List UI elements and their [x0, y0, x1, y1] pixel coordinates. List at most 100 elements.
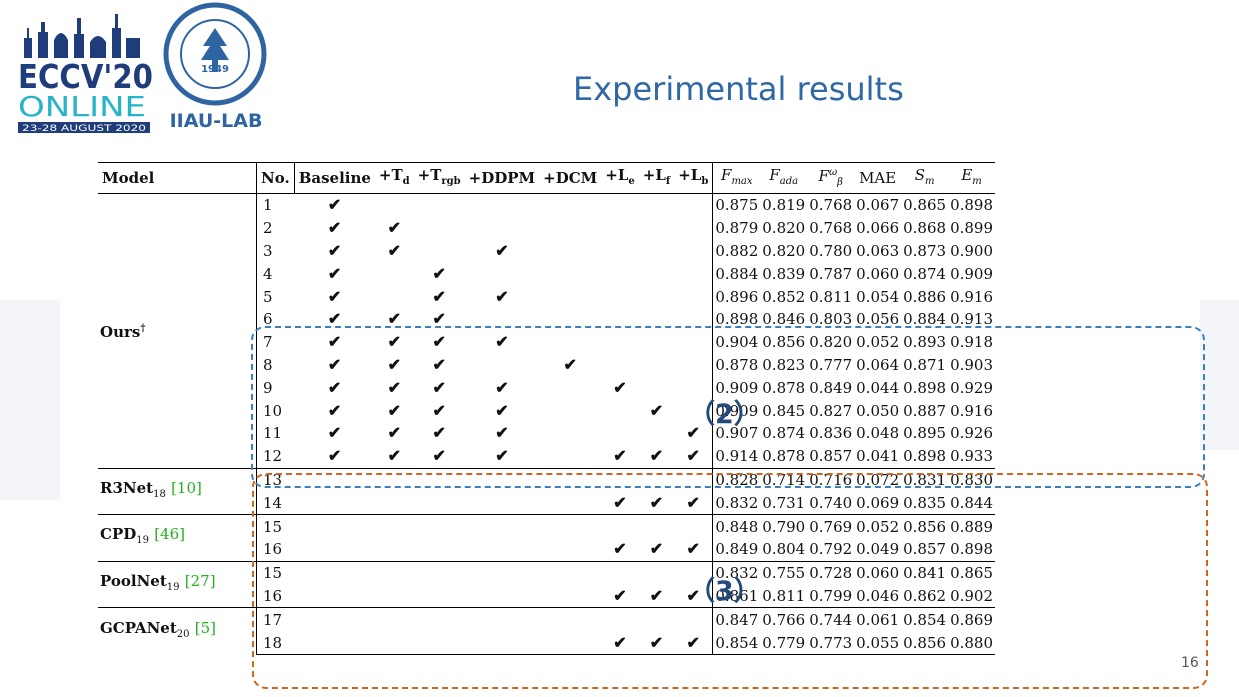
- check-baseline: [294, 514, 375, 538]
- row-number: 15: [256, 514, 295, 538]
- metric-mae: 0.064: [856, 355, 900, 374]
- model-name-gcpanet: GCPANet20 [5]: [98, 607, 257, 655]
- check-trgb: ✔: [432, 332, 446, 352]
- check-baseline: ✔: [327, 309, 342, 329]
- check-lb: [674, 560, 713, 585]
- table-row: 7 ✔ ✔ ✔ ✔ 0.904 0.856 0.820 0.052 0.893 0.918: [98, 330, 995, 354]
- metric-sm: 0.893: [903, 333, 947, 352]
- check-le: ✔: [613, 446, 627, 466]
- row-number: 9: [256, 376, 295, 400]
- row-number: 5: [256, 285, 295, 308]
- header-fada: Fada: [760, 162, 808, 194]
- metric-sm: 0.873: [903, 241, 947, 260]
- table-row: 6 ✔ ✔ ✔ 0.898 0.846 0.803 0.056 0.884 0.913: [98, 307, 995, 331]
- lab-name: IIAU-LAB: [169, 110, 263, 132]
- table-row: 5 ✔ ✔ ✔ 0.896 0.852 0.811 0.054 0.886 0.916: [98, 285, 995, 308]
- check-ddpm: [465, 217, 539, 240]
- check-td: ✔: [387, 446, 401, 466]
- check-lb: [674, 607, 713, 632]
- check-trgb: ✔: [432, 286, 446, 306]
- svg-text:ONLINE: ONLINE: [18, 90, 146, 123]
- check-baseline: ✔: [327, 377, 342, 397]
- check-lf: [639, 240, 674, 263]
- check-td: ✔: [387, 332, 401, 352]
- metric-fada: 0.856: [762, 333, 806, 352]
- check-td: [374, 560, 414, 585]
- eccv-logo: ECCV'20 ONLINE 23-28 AUGUST 2020: [18, 14, 153, 133]
- header-trgb: +Trgb: [413, 162, 465, 194]
- callout-label-2: （2）: [688, 399, 761, 430]
- callout-label-3: （3）: [688, 576, 761, 607]
- highlight-box-2: [251, 326, 1205, 488]
- check-baseline: [294, 560, 375, 585]
- row-number: 8: [256, 353, 295, 377]
- row-number: 4: [256, 262, 295, 286]
- check-trgb: [413, 607, 465, 632]
- svg-text:23-28 AUGUST 2020: 23-28 AUGUST 2020: [22, 124, 146, 133]
- metric-mae: 0.041: [856, 447, 900, 466]
- header-baseline: Baseline: [293, 162, 375, 194]
- check-trgb: ✔: [432, 263, 446, 283]
- table-row: 12 ✔ ✔ ✔ ✔ ✔ ✔ ✔ 0.914 0.878 0.857 0.041 0.898 0.933: [98, 444, 995, 469]
- check-lf: [639, 262, 674, 285]
- table-row: 4 ✔ ✔ 0.884 0.839 0.787 0.060 0.874 0.909: [98, 262, 995, 286]
- header-lb: +Lb: [674, 162, 713, 194]
- metric-fmax: 0.847: [712, 607, 761, 632]
- svg-text:ECCV'20: ECCV'20: [18, 57, 153, 96]
- metric-fbeta: 0.857: [809, 447, 853, 466]
- check-lf: [639, 285, 674, 308]
- metric-fmax: 0.854: [712, 631, 761, 655]
- check-ddpm: ✔: [495, 423, 509, 443]
- metric-fada: 0.755: [760, 560, 808, 585]
- metric-em: 0.898: [950, 540, 994, 559]
- check-ddpm: [465, 194, 539, 217]
- header-fmax: Fmax: [712, 162, 761, 194]
- check-dcm: [539, 194, 601, 217]
- metric-fada: 0.790: [760, 514, 808, 538]
- check-td: ✔: [387, 218, 401, 238]
- check-baseline: ✔: [327, 332, 342, 352]
- table-row: 3 ✔ ✔ ✔ 0.882 0.820 0.780 0.063 0.873 0.900: [98, 239, 995, 263]
- metric-mae: 0.067: [856, 196, 900, 215]
- model-name-cpd: CPD19 [46]: [98, 514, 257, 562]
- check-dcm: [539, 262, 601, 285]
- results-table: Model No. Baseline +Td +Trgb +DDPM +DCM …: [98, 162, 996, 655]
- metric-sm: 0.884: [903, 310, 947, 329]
- header-mae: MAE: [854, 162, 902, 194]
- check-baseline: ✔: [327, 423, 342, 443]
- metric-fbeta: 0.773: [807, 631, 855, 655]
- check-le: [601, 514, 639, 538]
- metric-mae: 0.060: [856, 264, 900, 283]
- table-row: PoolNet19 [27] 15 0.832 0.755 0.728 0.060 0.84…: [98, 560, 996, 608]
- metric-fbeta: 0.768: [809, 196, 853, 215]
- metric-em: 0.909: [950, 264, 994, 283]
- row-number: 6: [256, 307, 295, 331]
- metric-em: 0.903: [950, 355, 994, 374]
- metric-fada: 0.819: [762, 196, 806, 215]
- page-number: 16: [1181, 655, 1199, 671]
- check-trgb: ✔: [432, 400, 446, 420]
- row-number: 16: [256, 537, 295, 562]
- row-number: 11: [256, 421, 295, 445]
- check-ddpm: ✔: [495, 286, 509, 306]
- metric-fbeta: 0.780: [809, 241, 853, 260]
- table-row: 2 ✔ ✔ 0.879 0.820 0.768 0.066 0.868 0.899: [98, 216, 995, 240]
- check-le: [601, 240, 639, 263]
- check-dcm: [539, 285, 601, 308]
- check-lb: [674, 514, 713, 538]
- check-lf: ✔: [649, 446, 664, 466]
- metric-em: 0.916: [950, 287, 994, 306]
- metric-sm: 0.868: [903, 219, 947, 238]
- table-row: 8 ✔ ✔ ✔ ✔ 0.878 0.823 0.777 0.064 0.871 0.903: [98, 353, 995, 377]
- metric-em: 0.900: [950, 241, 994, 260]
- check-ddpm: [464, 607, 540, 632]
- metric-fbeta: 0.768: [809, 219, 853, 238]
- check-td: ✔: [387, 400, 401, 420]
- metric-mae: 0.069: [856, 493, 900, 512]
- check-le: ✔: [601, 631, 639, 655]
- metric-fbeta: 0.792: [809, 540, 853, 559]
- check-td: ✔: [387, 423, 401, 443]
- metric-fbeta: 0.849: [809, 378, 853, 397]
- check-lf: ✔: [649, 400, 664, 420]
- check-baseline: [294, 631, 375, 655]
